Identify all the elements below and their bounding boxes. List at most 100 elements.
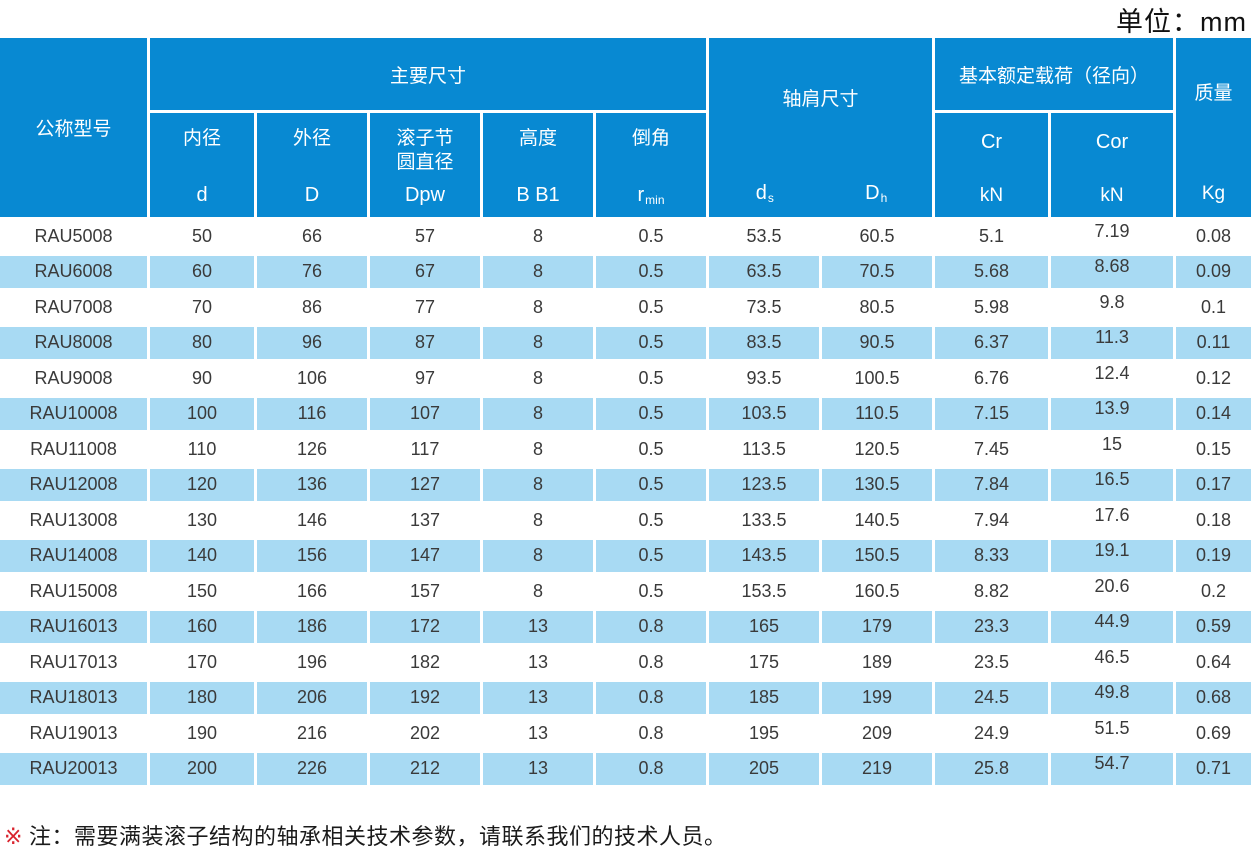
model-cell: RAU12008: [0, 468, 147, 501]
value-cell-r: 0.8: [596, 646, 706, 679]
value-cell-Cor: 46.5: [1051, 646, 1173, 679]
header-outer-diameter: 外径 D: [257, 113, 367, 217]
header-chamfer-symbol: rmin: [637, 184, 665, 207]
header-ds-symbol: ds: [755, 182, 774, 205]
model-cell: RAU7008: [0, 291, 147, 324]
value-cell-d: 130: [150, 504, 254, 537]
value-cell-Cor: 11.3: [1051, 326, 1173, 359]
header-shoulder-dimensions: 轴肩尺寸 ds Dh: [709, 38, 932, 217]
header-pitch-diameter: 滚子节 圆直径 Dpw: [370, 113, 480, 217]
value-cell-D: 136: [257, 468, 367, 501]
value-cell-ds: 73.5: [709, 291, 819, 324]
value-cell-ds: 83.5: [709, 326, 819, 359]
value-cell-r: 0.5: [596, 362, 706, 395]
value-cell-r: 0.5: [596, 504, 706, 537]
value-cell-ds: 103.5: [709, 397, 819, 430]
value-cell-d: 100: [150, 397, 254, 430]
value-cell-B: 8: [483, 539, 593, 572]
value-cell-Dh: 90.5: [822, 326, 932, 359]
value-cell-Cor: 13.9: [1051, 397, 1173, 430]
value-cell-B: 13: [483, 646, 593, 679]
header-chamfer: 倒角 rmin: [596, 113, 706, 217]
header-height: 高度 B B1: [483, 113, 593, 217]
header-mass: 质量 Kg: [1176, 38, 1251, 217]
header-height-symbol: B B1: [516, 184, 560, 206]
model-cell: RAU14008: [0, 539, 147, 572]
header-chamfer-label: 倒角: [631, 128, 670, 149]
value-cell-Cr: 23.3: [935, 610, 1048, 643]
value-cell-ds: 165: [709, 610, 819, 643]
value-cell-ds: 93.5: [709, 362, 819, 395]
model-cell: RAU5008: [0, 220, 147, 253]
model-cell: RAU8008: [0, 326, 147, 359]
value-cell-Cr: 7.15: [935, 397, 1048, 430]
value-cell-r: 0.8: [596, 610, 706, 643]
value-cell-D: 106: [257, 362, 367, 395]
value-cell-r: 0.5: [596, 220, 706, 253]
value-cell-Cr: 7.94: [935, 504, 1048, 537]
value-cell-B: 8: [483, 362, 593, 395]
value-cell-Cr: 7.45: [935, 433, 1048, 466]
value-cell-kg: 0.69: [1176, 717, 1251, 750]
value-cell-B: 8: [483, 504, 593, 537]
value-cell-kg: 0.68: [1176, 681, 1251, 714]
value-cell-kg: 0.18: [1176, 504, 1251, 537]
value-cell-Dpw: 77: [370, 291, 480, 324]
value-cell-Dpw: 192: [370, 681, 480, 714]
header-cr-unit: kN: [979, 185, 1004, 206]
model-cell: RAU19013: [0, 717, 147, 750]
value-cell-Cr: 5.1: [935, 220, 1048, 253]
value-cell-Dh: 100.5: [822, 362, 932, 395]
header-main-dimensions: 主要尺寸: [150, 38, 706, 110]
value-cell-ds: 143.5: [709, 539, 819, 572]
value-cell-Cor: 9.8: [1051, 291, 1173, 324]
value-cell-Cr: 25.8: [935, 752, 1048, 785]
value-cell-Dpw: 107: [370, 397, 480, 430]
value-cell-Dh: 80.5: [822, 291, 932, 324]
header-inner-diameter-label: 内径: [182, 128, 221, 149]
value-cell-Cr: 8.33: [935, 539, 1048, 572]
unit-label: 单位：mm: [1116, 6, 1247, 37]
value-cell-Dh: 70.5: [822, 255, 932, 288]
model-cell: RAU6008: [0, 255, 147, 288]
value-cell-Dpw: 57: [370, 220, 480, 253]
footnote-text: 注：需要满装滚子结构的轴承相关技术参数，请联系我们的技术人员。: [28, 824, 727, 849]
model-cell: RAU18013: [0, 681, 147, 714]
value-cell-B: 13: [483, 681, 593, 714]
header-mass-label: 质量: [1194, 83, 1233, 104]
model-cell: RAU17013: [0, 646, 147, 679]
header-dh-symbol: Dh: [865, 182, 888, 205]
value-cell-D: 216: [257, 717, 367, 750]
value-cell-Dh: 130.5: [822, 468, 932, 501]
value-cell-d: 170: [150, 646, 254, 679]
value-cell-Cor: 20.6: [1051, 575, 1173, 608]
value-cell-Cr: 8.82: [935, 575, 1048, 608]
header-cor-unit: kN: [1100, 185, 1124, 206]
value-cell-ds: 133.5: [709, 504, 819, 537]
value-cell-kg: 0.09: [1176, 255, 1251, 288]
header-pitch-diameter-symbol: Dpw: [404, 184, 445, 206]
value-cell-Dh: 199: [822, 681, 932, 714]
header-cr: Cr kN: [935, 113, 1048, 217]
value-cell-r: 0.5: [596, 397, 706, 430]
value-cell-B: 8: [483, 433, 593, 466]
value-cell-kg: 0.19: [1176, 539, 1251, 572]
value-cell-D: 196: [257, 646, 367, 679]
value-cell-kg: 0.64: [1176, 646, 1251, 679]
header-inner-diameter-symbol: d: [196, 184, 208, 206]
value-cell-D: 126: [257, 433, 367, 466]
value-cell-D: 66: [257, 220, 367, 253]
model-cell: RAU10008: [0, 397, 147, 430]
header-inner-diameter: 内径 d: [150, 113, 254, 217]
value-cell-Dh: 110.5: [822, 397, 932, 430]
value-cell-d: 90: [150, 362, 254, 395]
value-cell-Cr: 23.5: [935, 646, 1048, 679]
value-cell-d: 140: [150, 539, 254, 572]
bearing-spec-table: 公称型号 主要尺寸 内径 d 外径 D 滚子节 圆直径 Dpw 高度 B B1 …: [0, 38, 1251, 785]
value-cell-D: 96: [257, 326, 367, 359]
header-cor: Cor kN: [1051, 113, 1173, 217]
value-cell-Cr: 5.98: [935, 291, 1048, 324]
value-cell-r: 0.5: [596, 468, 706, 501]
value-cell-ds: 185: [709, 681, 819, 714]
value-cell-D: 186: [257, 610, 367, 643]
